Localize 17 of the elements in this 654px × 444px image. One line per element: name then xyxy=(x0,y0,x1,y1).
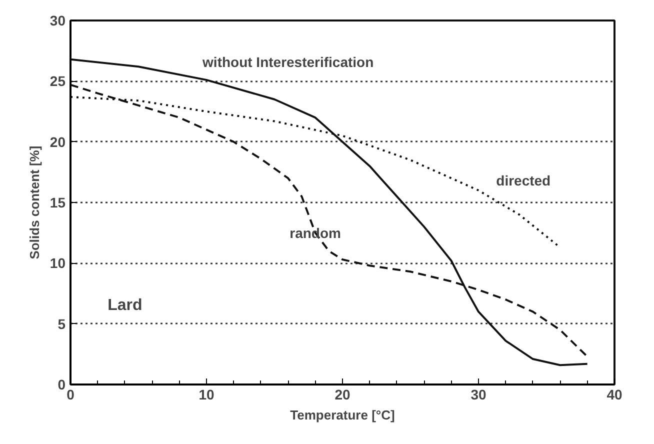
y-tick-label: 5 xyxy=(58,316,66,332)
y-axis-title: Solids content [%] xyxy=(26,146,42,260)
x-axis-title: Temperature [°C] xyxy=(290,408,395,422)
y-tick-label: 25 xyxy=(50,73,66,90)
x-tick-label: 30 xyxy=(470,386,486,402)
y-tick-label: 10 xyxy=(50,255,66,272)
x-tick-label: 10 xyxy=(198,386,214,402)
y-tick-label: 0 xyxy=(58,376,66,392)
annotation: Lard xyxy=(108,297,142,314)
y-tick-label: 30 xyxy=(50,12,66,28)
x-tick-label: 40 xyxy=(606,386,622,402)
y-tick-label: 15 xyxy=(50,194,66,210)
annotation: random xyxy=(290,224,341,241)
y-tick-label: 20 xyxy=(50,134,66,150)
annotation: without Interesterification xyxy=(202,54,374,70)
annotation: directed xyxy=(496,172,551,189)
x-tick-label: 20 xyxy=(334,386,350,402)
